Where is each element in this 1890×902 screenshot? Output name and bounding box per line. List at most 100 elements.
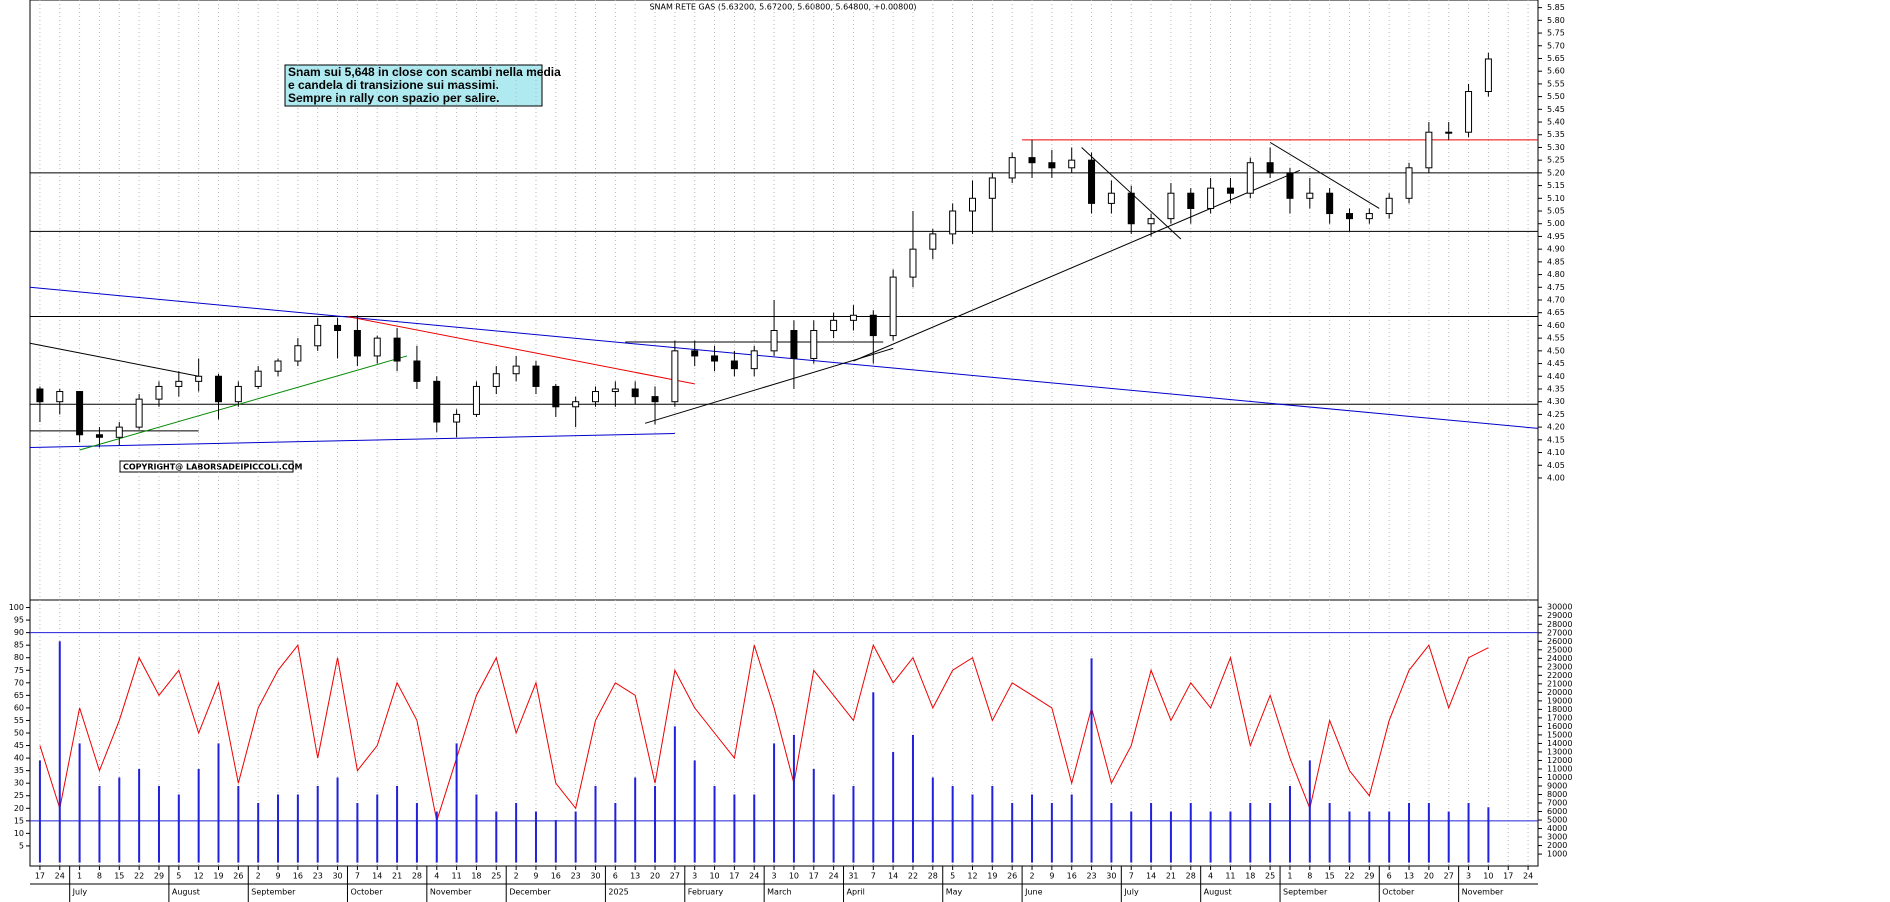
x-tick-label: 25: [1265, 872, 1275, 881]
volume-bar: [1150, 803, 1153, 863]
candle-body: [56, 391, 64, 403]
x-tick-label: 19: [213, 872, 223, 881]
x-tick-label: 10: [709, 872, 719, 881]
trend-line: [853, 169, 1301, 362]
candle-body: [453, 413, 461, 423]
y-tick-label: 4.30: [1547, 397, 1565, 406]
x-tick-label: 28: [412, 872, 422, 881]
volume-bar: [1408, 803, 1411, 863]
month-label: 2025: [608, 888, 628, 897]
x-tick-label: 13: [1404, 872, 1414, 881]
x-tick-label: 3: [772, 872, 777, 881]
y-tick-label: 75: [14, 666, 24, 675]
month-label: October: [1382, 888, 1415, 897]
volume-bar: [197, 768, 200, 863]
x-tick-label: 26: [233, 872, 243, 881]
y-tick-label: 25: [14, 791, 24, 800]
candle-body: [1048, 162, 1056, 169]
volume-bar: [1110, 803, 1113, 863]
x-tick-label: 24: [829, 872, 839, 881]
candle-body: [830, 319, 838, 332]
volume-bar: [1130, 811, 1133, 863]
x-tick-label: 14: [372, 872, 382, 881]
y-tick-label: 4.10: [1547, 448, 1565, 457]
volume-bar: [971, 794, 974, 863]
trend-line: [29, 342, 199, 377]
y2-tick-label: 2000: [1547, 841, 1567, 850]
trend-line: [29, 286, 1539, 429]
x-tick-label: 17: [729, 872, 739, 881]
y-tick-label: 5.85: [1547, 3, 1565, 12]
candle-body: [770, 330, 778, 352]
x-tick-label: 17: [1503, 872, 1513, 881]
candle-body: [492, 373, 500, 387]
y-tick-label: 4.80: [1547, 270, 1565, 279]
volume-bar: [78, 743, 81, 863]
candle-body: [413, 360, 421, 382]
x-tick-label: 5: [950, 872, 955, 881]
volume-bar: [138, 768, 141, 863]
y-tick-label: 10: [14, 829, 24, 838]
annotation-line: Snam sui 5,648 in close con scambi nella…: [288, 65, 561, 79]
y-tick-label: 5.05: [1547, 207, 1565, 216]
candle-body: [651, 396, 659, 403]
x-tick-label: 30: [332, 872, 342, 881]
candle-body: [1088, 159, 1096, 204]
volume-bar: [1269, 803, 1272, 863]
volume-bar: [58, 641, 61, 863]
trend-line: [1269, 141, 1380, 209]
volume-bar: [157, 785, 160, 863]
candle-body: [969, 197, 976, 212]
annotation-box: Snam sui 5,648 in close con scambi nella…: [284, 64, 561, 107]
candle-body: [1187, 192, 1195, 209]
x-tick-label: 13: [630, 872, 640, 881]
x-tick-label: 11: [1225, 872, 1235, 881]
x-tick-label: 1: [77, 872, 82, 881]
candle-body: [36, 388, 44, 403]
annotation-background: [284, 64, 543, 107]
y-tick-label: 5.35: [1547, 130, 1565, 139]
month-label: September: [251, 888, 296, 897]
x-tick-label: 7: [1129, 872, 1134, 881]
volume-bar: [396, 785, 399, 863]
x-tick-label: 6: [1387, 872, 1392, 881]
y-tick-label: 4.95: [1547, 232, 1565, 241]
candle-body: [1326, 192, 1334, 215]
volume-bar: [534, 811, 537, 863]
x-tick-label: 17: [35, 872, 45, 881]
volume-bar: [1388, 811, 1391, 863]
candle-body: [1127, 192, 1135, 225]
volume-bar: [852, 785, 855, 863]
candle-body: [592, 391, 599, 403]
x-tick-label: 6: [613, 872, 618, 881]
x-tick-label: 19: [987, 872, 997, 881]
month-label: February: [688, 888, 724, 897]
y-tick-label: 5.65: [1547, 54, 1565, 63]
x-tick-label: 23: [1086, 872, 1096, 881]
candle-body: [810, 330, 818, 359]
volume-bar: [594, 785, 597, 863]
x-tick-label: 26: [1007, 872, 1017, 881]
candle-body: [1167, 192, 1175, 220]
month-label: August: [172, 888, 200, 897]
x-tick-label: 27: [1444, 872, 1454, 881]
volume-bar: [1288, 785, 1291, 863]
y-tick-label: 5.75: [1547, 29, 1565, 38]
x-tick-label: 17: [809, 872, 819, 881]
y-tick-label: 5.80: [1547, 16, 1565, 25]
y-tick-label: 55: [14, 716, 24, 725]
copyright: COPYRIGHT@ LABORSADEIPICCOLI.COM: [123, 463, 303, 472]
y-tick-label: 5.60: [1547, 67, 1565, 76]
volume-bar: [237, 785, 240, 863]
x-tick-label: 9: [275, 872, 280, 881]
volume-bar: [1169, 811, 1172, 863]
x-tick-label: 24: [55, 872, 65, 881]
candle-body: [711, 355, 719, 362]
candle-body: [1068, 159, 1076, 169]
volume-bar: [1308, 760, 1311, 863]
candle-body: [1008, 157, 1016, 179]
volume-bar: [455, 743, 458, 863]
candle-body: [1306, 192, 1314, 199]
month-label: August: [1204, 888, 1232, 897]
